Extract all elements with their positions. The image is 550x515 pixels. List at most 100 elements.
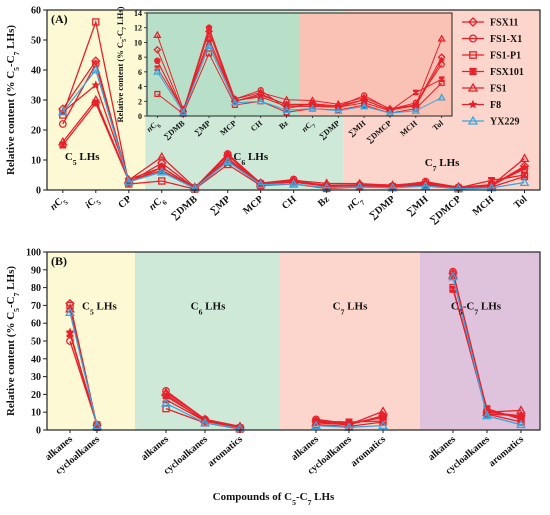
panel-a-region-label-2: C7 LHs (425, 157, 460, 173)
panel-b-group-2 (311, 406, 388, 431)
panel-a-xtick-label-9: nC7 (345, 194, 367, 216)
legend-marker-F8 (468, 99, 478, 109)
panel-a-ytick-label-4: 40 (31, 66, 41, 77)
panel-a-xtick-label-10: ∑DMP (368, 194, 398, 222)
inset-ytick-label-0: 0 (138, 112, 142, 121)
panel-b-xlabel: Compounds of C5-C7 LHs (213, 491, 335, 507)
panel-a-point-YX229-11 (420, 180, 431, 190)
panel-a-point-FS1-0 (57, 136, 68, 146)
inset-line-FS1 (156, 34, 443, 111)
panel-b-group-0 (65, 298, 102, 432)
legend-marker-FSX101 (469, 67, 477, 76)
inset-line-F8 (156, 26, 443, 113)
inset-region-1 (299, 13, 452, 116)
panel-b-region-1 (135, 252, 280, 430)
panel-b-xtick-label-2-2: aromatics (349, 434, 388, 470)
panel-b-point-1-YX229-0 (161, 398, 171, 407)
legend-label-FS1-P1: FS1-P1 (490, 51, 521, 62)
inset-frame (146, 12, 453, 117)
inset-point-FSX101-11 (438, 76, 445, 83)
panel-a-point-F8-1 (91, 80, 101, 89)
panel-b-ytick-label-9: 90 (31, 265, 41, 276)
panel-a-ytick-label-2: 20 (31, 126, 41, 137)
panel-a-line-YX229 (62, 68, 525, 190)
inset-ytick-label-5: 10 (134, 38, 142, 47)
panel-b-ytick-label-0: 0 (36, 426, 41, 437)
inset-point-YX229-4 (256, 96, 265, 105)
inset-xtick-label-6: nC7 (300, 119, 318, 137)
panel-a-point-YX229-5 (222, 156, 233, 166)
panel-a-point-YX229-2 (123, 176, 134, 186)
inset-point-FS1-2 (204, 34, 214, 42)
legend-label-YX229: YX229 (490, 117, 519, 128)
panel-b-point-0-F8-0 (65, 327, 75, 336)
inset-ytick-label-2: 4 (138, 83, 142, 92)
inset-ytick-label-1: 2 (138, 97, 142, 106)
panel-a-ytick-label-0: 0 (36, 186, 41, 197)
panel-a-xtick-label-12: ∑DMCP (428, 194, 464, 226)
inset-point-YX229-3 (230, 98, 240, 106)
inset-point-F8-11 (438, 57, 446, 64)
panel-a-point-FS1-1 (90, 94, 101, 104)
inset-point-FS1-P1-0 (154, 90, 161, 97)
panel-a-xtick-label-11: ∑MH (405, 194, 431, 218)
panel-a-point-YX229-6 (255, 179, 266, 189)
panel-b-region-label-3: C5-C7 LHs (451, 300, 502, 316)
panel-b-line-1-YX229 (165, 402, 241, 430)
panel-b-ytick-label-7: 70 (31, 301, 41, 312)
panel-b-ytick-label-10: 100 (26, 248, 41, 259)
panel-b-ytick-label-5: 50 (31, 337, 41, 348)
panel-a-point-YX229-0 (57, 106, 68, 116)
panel-b-xtick-label-1-0: alkanes (139, 434, 171, 463)
panel-b-point-0-YX229-1 (92, 420, 102, 430)
inset-ytick-label-4: 8 (138, 53, 142, 62)
inset-point-FSX101-10 (413, 89, 419, 96)
panel-b-point-3-YX229-1 (482, 410, 492, 420)
panel-a-ytick-label-6: 60 (31, 6, 41, 17)
panel-b-frame (46, 251, 541, 431)
panel-a-xtick-label-3: nC6 (147, 194, 169, 216)
panel-b-line-2-YX229 (315, 424, 384, 428)
inset-point-YX229-11 (437, 93, 446, 101)
inset-line-YX229 (156, 44, 442, 114)
legend-marker-FS1-X1 (468, 34, 478, 43)
panel-a-point-FSX101-14 (521, 171, 528, 179)
inset-point-FS1-0 (153, 30, 162, 38)
panel-a-xtick-label-5: ∑MP (208, 194, 232, 217)
panel-a-xtick-label-8: Bz (316, 194, 332, 210)
panel-a-xtick-label-2: CP (116, 194, 133, 211)
panel-b-ytick-label-8: 80 (31, 283, 41, 294)
inset-point-FS1-11 (437, 34, 446, 42)
inset-point-YX229-1 (179, 108, 188, 116)
legend-marker-FSX11 (468, 17, 478, 27)
inset-series-YX229 (153, 41, 446, 116)
panel-a-frame (46, 9, 541, 191)
panel-b-ylabel: Relative content (% C5-C7 LHs) (5, 266, 21, 416)
panel-a-ytick-label-1: 10 (31, 156, 41, 167)
panel-b-ytick-label-6: 60 (31, 319, 41, 330)
panel-a-region-label-0: C5 LHs (65, 151, 100, 167)
panel-b-point-3-YX229-2 (516, 419, 526, 429)
legend-label-FS1: FS1 (490, 84, 507, 95)
panel-b-ytick-label-1: 10 (31, 408, 41, 419)
panel-b-region-label-1: C6 LHs (191, 300, 226, 316)
inset-ytick-label-3: 6 (138, 68, 142, 77)
panel-a-xtick-label-6: MCP (241, 194, 266, 217)
panel-b-line-0-YX229 (69, 312, 98, 426)
panel-b-xtick-label-3-2: aromatics (487, 434, 526, 470)
inset-point-F8-0 (153, 57, 161, 64)
panel-b-point-0-YX229-0 (65, 307, 75, 317)
panel-b-ytick-label-2: 20 (31, 390, 41, 401)
panel-b-line-3-YX229 (452, 276, 522, 426)
inset-point-YX229-10 (411, 106, 420, 114)
panel-a-xtick-label-0: nC5 (48, 194, 70, 216)
inset-point-YX229-5 (282, 105, 291, 114)
panel-b-point-2-YX229-2 (378, 420, 388, 430)
panel-a-xtick-label-4: ∑DMB (169, 194, 200, 222)
panel-b-line-2-FS1-P1 (315, 421, 384, 428)
panel-a-region-label-1: C6 LHs (233, 151, 268, 167)
inset-point-YX229-9 (385, 108, 395, 116)
panel-a-point-FS1-P1-1 (92, 18, 100, 26)
